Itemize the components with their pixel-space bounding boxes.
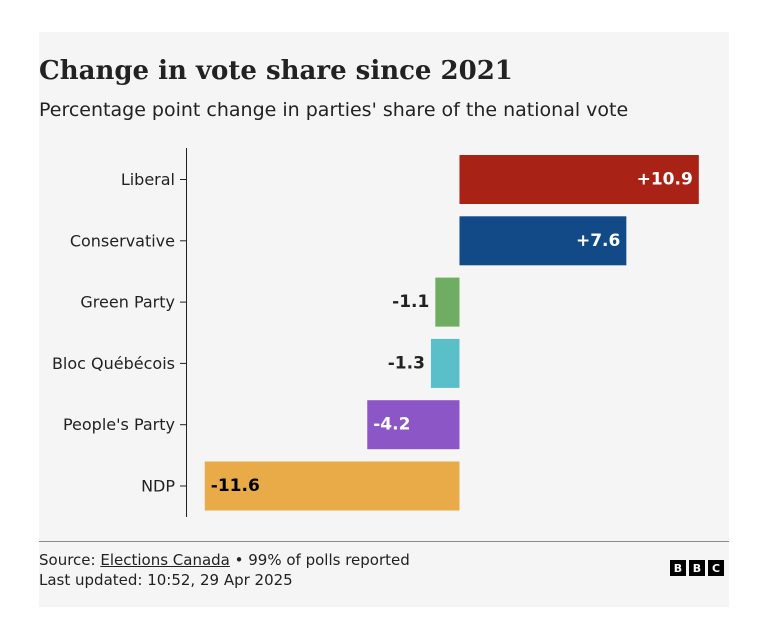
data-label: -1.1 xyxy=(392,292,429,312)
category-label: Green Party xyxy=(80,293,175,312)
data-label: +10.9 xyxy=(637,170,693,190)
bar xyxy=(435,277,460,327)
category-label: Conservative xyxy=(70,231,175,250)
bar-chart: Liberal +10.9 Conservative +7.6 Green Party -… xyxy=(52,148,699,517)
bar xyxy=(459,155,699,204)
data-label: -11.6 xyxy=(211,476,260,496)
bbc-logo: B B C xyxy=(670,560,724,576)
bar xyxy=(430,338,460,388)
bar xyxy=(367,400,460,450)
category-label: Bloc Québécois xyxy=(52,354,175,373)
chart-card: Change in vote share since 2021 Percenta… xyxy=(39,32,729,607)
data-label: -4.2 xyxy=(373,415,410,435)
data-label: -1.3 xyxy=(388,353,425,373)
chart-title: Change in vote share since 2021 xyxy=(39,56,513,86)
logo-letter: B xyxy=(689,560,705,576)
bar xyxy=(459,216,627,266)
source-prefix: Source: xyxy=(39,551,101,569)
category-label: People's Party xyxy=(63,415,175,434)
source-suffix: • 99% of polls reported xyxy=(229,551,410,569)
footer-divider xyxy=(39,541,729,542)
category-label: NDP xyxy=(141,477,175,496)
logo-letter: B xyxy=(670,560,686,576)
logo-letter: C xyxy=(708,560,724,576)
bar xyxy=(204,461,460,511)
last-updated: Last updated: 10:52, 29 Apr 2025 xyxy=(39,571,293,589)
data-label: +7.6 xyxy=(576,231,620,251)
source-link[interactable]: Elections Canada xyxy=(100,551,230,569)
chart-subtitle: Percentage point change in parties' shar… xyxy=(39,99,629,121)
source-note: Source: Elections Canada • 99% of polls … xyxy=(39,550,410,590)
category-label: Liberal xyxy=(121,170,175,189)
